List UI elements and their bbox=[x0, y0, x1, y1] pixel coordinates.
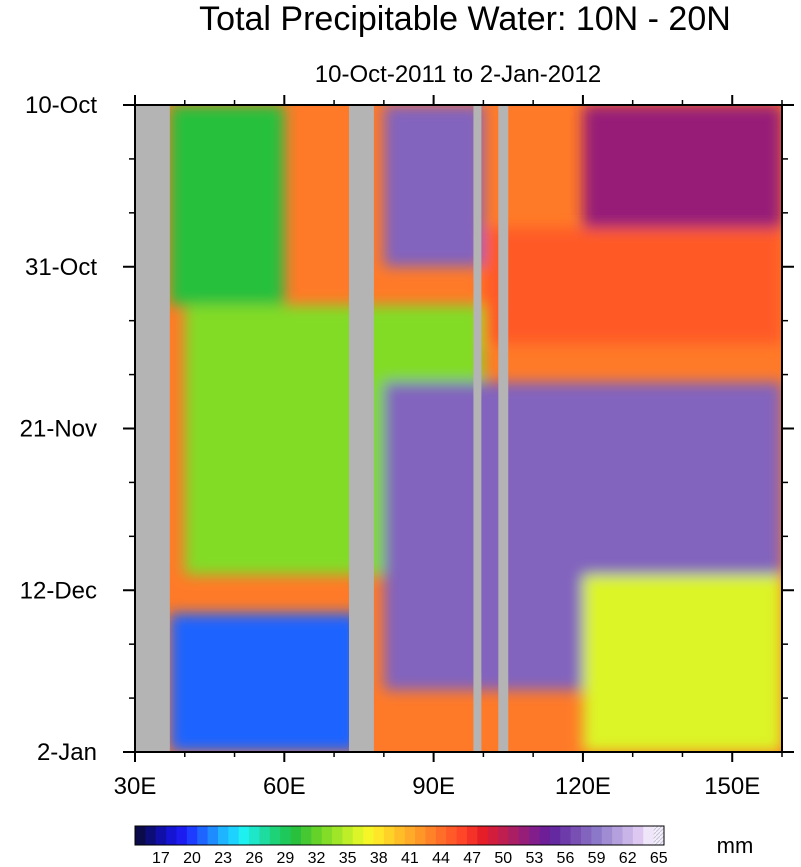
colorbar-swatch bbox=[435, 826, 447, 845]
colorbar-swatch bbox=[166, 826, 177, 845]
colorbar-label: 20 bbox=[183, 850, 201, 867]
colorbar-swatch bbox=[487, 826, 499, 845]
colorbar-swatch bbox=[529, 826, 540, 845]
x-tick-label: 120E bbox=[555, 773, 611, 800]
colorbar-swatch bbox=[622, 826, 634, 845]
colorbar-label: 56 bbox=[557, 850, 575, 867]
y-tick-label: 12-Dec bbox=[20, 577, 97, 604]
colorbar-swatch bbox=[135, 826, 146, 845]
colorbar-swatch bbox=[601, 826, 613, 845]
chart-title: Total Precipitable Water: 10N - 20N bbox=[199, 0, 731, 38]
colorbar-swatch bbox=[612, 826, 623, 845]
colorbar-label: 17 bbox=[152, 850, 170, 867]
colorbar-swatch bbox=[155, 826, 167, 845]
colorbar-swatch bbox=[632, 826, 644, 845]
colorbar-swatch bbox=[332, 826, 343, 845]
heatmap-blur-group bbox=[169, 105, 782, 752]
colorbar-swatch bbox=[394, 826, 406, 845]
colorbar-swatch bbox=[176, 826, 188, 845]
colorbar-swatch bbox=[342, 826, 354, 845]
colorbar-label: 38 bbox=[370, 850, 388, 867]
colorbar-label: 65 bbox=[650, 850, 668, 867]
colorbar-swatch bbox=[508, 826, 520, 845]
colorbar-units: mm bbox=[717, 833, 754, 858]
colorbar-frame bbox=[134, 825, 665, 846]
x-tick-label: 150E bbox=[704, 773, 760, 800]
colorbar-swatch bbox=[300, 826, 312, 845]
colorbar-label: 35 bbox=[339, 850, 357, 867]
x-tick-label: 30E bbox=[114, 773, 157, 800]
colorbar-swatch bbox=[363, 826, 374, 845]
colorbar-swatch bbox=[238, 826, 250, 845]
colorbar-label: 23 bbox=[214, 850, 232, 867]
colorbar-swatch bbox=[207, 826, 219, 845]
colorbar-swatch bbox=[643, 826, 655, 845]
colorbar-label: 44 bbox=[432, 850, 450, 867]
colorbar-swatch bbox=[249, 826, 260, 845]
colorbar-label: 53 bbox=[525, 850, 543, 867]
land-mask-layer bbox=[135, 105, 509, 752]
colorbar-label: 62 bbox=[619, 850, 637, 867]
axis-layer: 30E 60E 90E 120E 150E 10-Oct 31-Oct 21-Nov 12-De… bbox=[20, 92, 794, 800]
colorbar-swatch bbox=[145, 826, 157, 845]
colorbar-swatch bbox=[269, 826, 281, 845]
colorbar-swatch bbox=[259, 826, 271, 845]
colorbar-label: 59 bbox=[588, 850, 606, 867]
colorbar-swatch bbox=[311, 826, 323, 845]
heatmap-cell bbox=[582, 574, 782, 752]
chart-subtitle: 10-Oct-2011 to 2-Jan-2012 bbox=[315, 61, 601, 88]
colorbar-swatch bbox=[560, 826, 572, 845]
colorbar-swatch bbox=[446, 826, 457, 845]
colorbar-swatch bbox=[290, 826, 302, 845]
y-tick-label: 31-Oct bbox=[25, 254, 97, 281]
colorbar-swatch bbox=[383, 826, 395, 845]
colorbar-swatch bbox=[581, 826, 592, 845]
colorbar-label: 50 bbox=[494, 850, 512, 867]
colorbar-label: 29 bbox=[277, 850, 295, 867]
x-tick-label: 60E bbox=[263, 773, 306, 800]
heatmap-field bbox=[169, 105, 782, 752]
colorbar-swatch bbox=[373, 826, 385, 845]
colorbar-swatch bbox=[518, 826, 530, 845]
colorbar-swatch bbox=[228, 826, 240, 845]
colorbar-swatch bbox=[217, 826, 229, 845]
colorbar: 17 20 23 26 29 32 35 38 41 44 47 50 53 56 59 62 65 bbox=[134, 825, 668, 867]
masked-band bbox=[349, 105, 374, 752]
colorbar-swatch bbox=[186, 826, 198, 845]
colorbar-swatch bbox=[415, 826, 426, 845]
heatmap-cell bbox=[169, 105, 285, 306]
colorbar-swatch bbox=[549, 826, 561, 845]
heatmap-cell bbox=[483, 228, 782, 344]
colorbar-swatch bbox=[321, 826, 333, 845]
colorbar-swatch bbox=[466, 826, 478, 845]
colorbar-swatch bbox=[539, 826, 551, 845]
heatmap-cell bbox=[169, 613, 359, 752]
masked-band bbox=[135, 105, 170, 752]
colorbar-swatch bbox=[456, 826, 468, 845]
y-tick-label: 10-Oct bbox=[25, 92, 97, 119]
colorbar-swatch bbox=[425, 826, 437, 845]
colorbar-swatch bbox=[498, 826, 509, 845]
heatmap-cell bbox=[383, 105, 484, 267]
colorbar-label: 32 bbox=[308, 850, 326, 867]
colorbar-swatch bbox=[653, 826, 665, 845]
colorbar-label: 47 bbox=[463, 850, 481, 867]
colorbar-swatch bbox=[570, 826, 582, 845]
colorbar-swatch bbox=[197, 826, 209, 845]
masked-band bbox=[473, 105, 482, 752]
colorbar-swatch bbox=[591, 826, 603, 845]
x-tick-label: 90E bbox=[412, 773, 455, 800]
colorbar-swatch bbox=[404, 826, 416, 845]
masked-band bbox=[498, 105, 509, 752]
y-tick-label: 21-Nov bbox=[20, 416, 97, 443]
colorbar-swatch bbox=[477, 826, 489, 845]
colorbar-label: 41 bbox=[401, 850, 419, 867]
y-tick-label: 2-Jan bbox=[37, 739, 97, 766]
heatmap-cell bbox=[582, 105, 782, 229]
colorbar-label: 26 bbox=[245, 850, 263, 867]
plot-area: 30E 60E 90E 120E 150E 10-Oct 31-Oct 21-Nov 12-De… bbox=[20, 92, 794, 800]
colorbar-swatch bbox=[352, 826, 364, 845]
colorbar-swatch bbox=[280, 826, 291, 845]
